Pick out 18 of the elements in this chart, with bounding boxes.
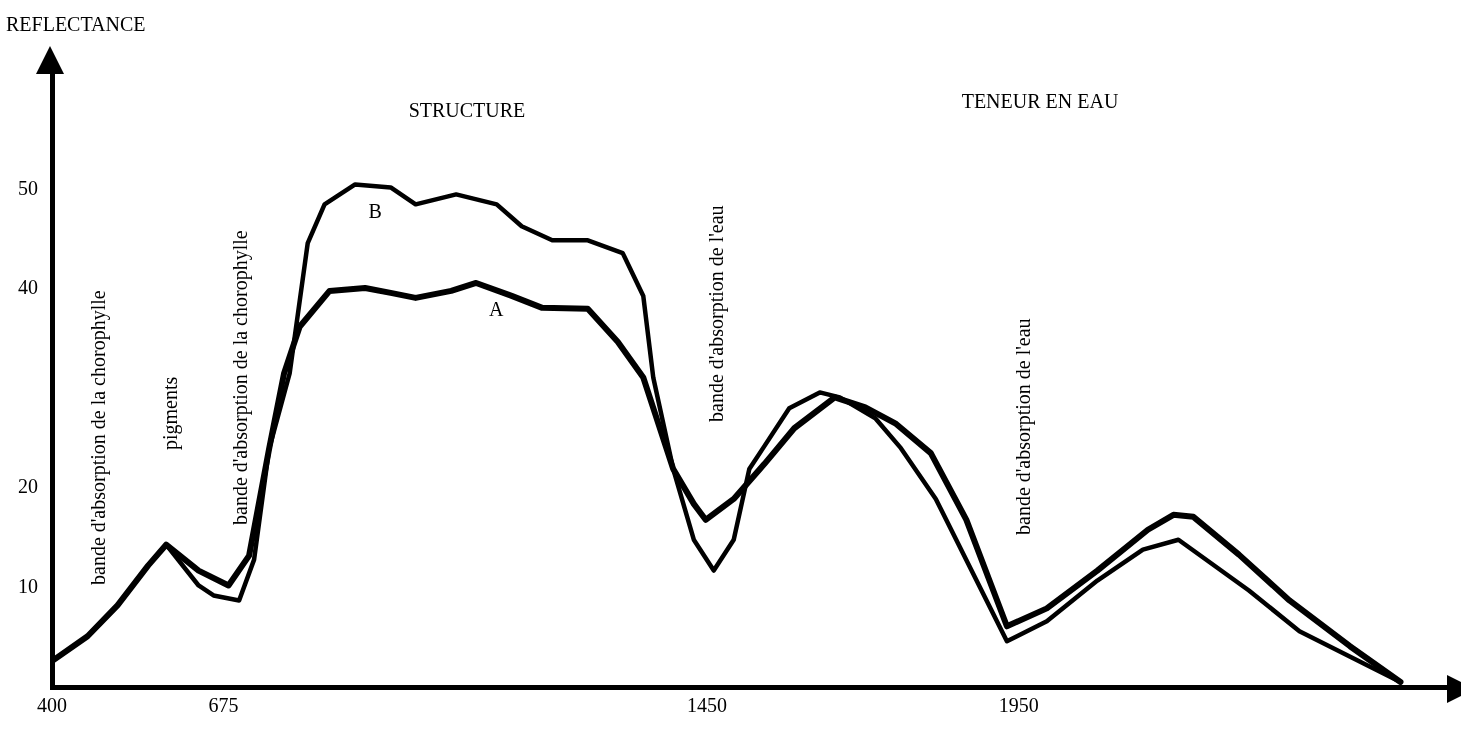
- annotation: pigments: [159, 376, 183, 450]
- annotation: bande d'absorption de la chorophylle: [87, 290, 111, 585]
- annotation: bande d'absorption de l'eau: [705, 205, 729, 422]
- x-tick-label: 400: [37, 694, 67, 717]
- annotation: TENEUR EN EAU: [961, 90, 1119, 113]
- annotation: bande d'absorption de la chorophylle: [229, 230, 253, 525]
- x-tick-label: 1450: [686, 694, 727, 717]
- x-tick-label: 675: [208, 694, 239, 717]
- annotation: STRUCTURE: [408, 99, 526, 122]
- y-tick-label: 50: [18, 176, 38, 199]
- y-axis-title: REFLECTANCE: [6, 13, 146, 36]
- y-tick-label: 40: [18, 276, 38, 299]
- annotation: bande d'absorption de l'eau: [1012, 318, 1036, 535]
- series-label: A: [488, 298, 504, 321]
- x-tick-label: 1950: [998, 694, 1039, 717]
- series-label: B: [368, 199, 382, 222]
- y-tick-label: 10: [18, 574, 38, 597]
- y-tick-label: 20: [18, 475, 38, 498]
